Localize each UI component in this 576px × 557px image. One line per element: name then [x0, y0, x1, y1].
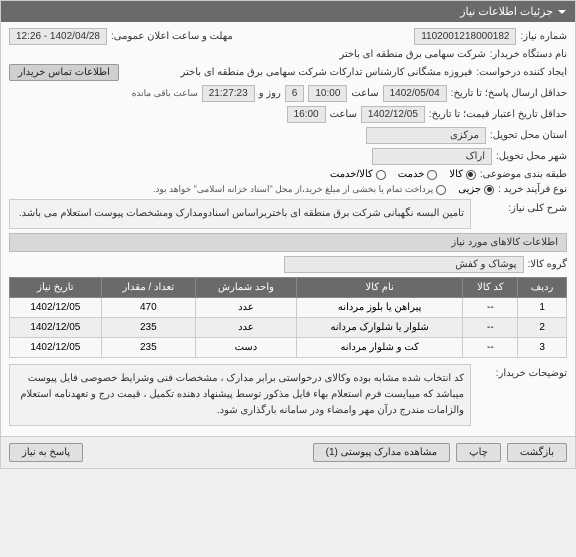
table-body: 1 -- پیراهن یا بلوز مردانه عدد 470 1402/… [10, 298, 567, 358]
panel-header: جزئیات اطلاعات نیاز [1, 1, 575, 22]
need-details-panel: جزئیات اطلاعات نیاز شماره نیاز: 11020012… [0, 0, 576, 469]
radio-dot-icon [427, 170, 437, 180]
creator-label: ایجاد کننده درخواست: [476, 67, 567, 78]
creator-value: فیروزه مشگانی کارشناس تدارکات شرکت سهامی… [181, 67, 473, 78]
th-name: نام کالا [296, 278, 463, 298]
radio-service-label: خدمت [398, 169, 425, 180]
validity-date: 1402/12/05 [361, 106, 425, 123]
cell: 2 [518, 318, 567, 338]
radio-goods-service[interactable]: کالا/خدمت [330, 169, 386, 180]
validity-hour: 16:00 [287, 106, 326, 123]
need-no-value: 1102001218000182 [414, 28, 516, 45]
attachments-button[interactable]: مشاهده مدارک پیوستی (1) [313, 443, 451, 462]
table-header-row: ردیف کد کالا نام کالا واحد شمارش تعداد /… [10, 278, 567, 298]
public-time-value: 1402/04/28 - 12:26 [9, 28, 107, 45]
goods-group-label: گروه کالا: [528, 259, 567, 270]
city-label: شهر محل تحویل: [496, 151, 567, 162]
table-row: 3 -- کت و شلوار مردانه دست 235 1402/12/0… [10, 338, 567, 358]
deadline-hour: 10:00 [308, 85, 347, 102]
cell: عدد [195, 298, 296, 318]
radio-dot-filled-icon [484, 185, 494, 195]
radio-goods-label: کالا [449, 169, 463, 180]
cell: عدد [195, 318, 296, 338]
day-label: روز و [259, 88, 281, 99]
cell: شلوار یا شلوارک مردانه [296, 318, 463, 338]
radio-dot-icon [376, 170, 386, 180]
hour-label-2: ساعت [330, 109, 357, 120]
panel-title: جزئیات اطلاعات نیاز [460, 5, 553, 18]
validity-label: حداقل تاریخ اعتبار قیمت؛ تا تاریخ: [429, 109, 567, 120]
radio-service[interactable]: خدمت [398, 169, 438, 180]
deadline-label: حداقل ارسال پاسخ؛ تا تاریخ: [451, 88, 567, 99]
back-button[interactable]: بازگشت [507, 443, 567, 462]
collapse-icon[interactable] [557, 7, 567, 17]
radio-dot-icon [436, 185, 446, 195]
radio-dot-filled-icon [466, 170, 476, 180]
th-date: تاریخ نیاز [10, 278, 102, 298]
radio-goods-service-label: کالا/خدمت [330, 169, 373, 180]
th-unit: واحد شمارش [195, 278, 296, 298]
cell: -- [463, 298, 518, 318]
need-no-label: شماره نیاز: [520, 31, 567, 42]
th-code: کد کالا [463, 278, 518, 298]
buyer-notes-label: توضیحات خریدار: [477, 364, 567, 379]
days-remain: 6 [285, 85, 305, 102]
radio-partial[interactable]: جزیی [458, 184, 494, 195]
cell: دست [195, 338, 296, 358]
radio-goods[interactable]: کالا [449, 169, 476, 180]
deadline-date: 1402/05/04 [383, 85, 447, 102]
public-time-label: مهلت و ساعت اعلان عمومی: [111, 31, 233, 42]
cell: -- [463, 338, 518, 358]
province-value: مرکزی [366, 127, 486, 144]
city-value: اراک [372, 148, 492, 165]
need-title-label: شرح کلی نیاز: [477, 199, 567, 214]
cell: 235 [101, 338, 195, 358]
table-row: 1 -- پیراهن یا بلوز مردانه عدد 470 1402/… [10, 298, 567, 318]
table-row: 2 -- شلوار یا شلوارک مردانه عدد 235 1402… [10, 318, 567, 338]
radio-partial-label: جزیی [458, 184, 481, 195]
cell: 3 [518, 338, 567, 358]
need-title-text: تامین البسه نگهبانی شرکت برق منطقه ای با… [9, 199, 471, 229]
cell: -- [463, 318, 518, 338]
footer-buttons: بازگشت چاپ مشاهده مدارک پیوستی (1) پاسخ … [1, 436, 575, 468]
province-label: استان محل تحویل: [490, 130, 567, 141]
remain-time: 21:27:23 [202, 85, 255, 102]
cell: کت و شلوار مردانه [296, 338, 463, 358]
buy-type-label: نوع فرآیند خرید : [498, 184, 567, 195]
cell: 1 [518, 298, 567, 318]
remain-note: ساعت باقی مانده [132, 88, 198, 99]
buyer-value: شرکت سهامی برق منطقه ای باختر [339, 49, 485, 60]
cell: 470 [101, 298, 195, 318]
cell: 1402/12/05 [10, 298, 102, 318]
goods-group-value: پوشاک و کفش [284, 256, 524, 273]
cell: 1402/12/05 [10, 338, 102, 358]
cell: 235 [101, 318, 195, 338]
print-button[interactable]: چاپ [456, 443, 501, 462]
items-table: ردیف کد کالا نام کالا واحد شمارش تعداد /… [9, 277, 567, 358]
buyer-notes-text: کد انتخاب شده مشابه بوده وکالای درخواستی… [9, 364, 471, 426]
cell: پیراهن یا بلوز مردانه [296, 298, 463, 318]
respond-button[interactable]: پاسخ به نیاز [9, 443, 83, 462]
panel-body: شماره نیاز: 1102001218000182 مهلت و ساعت… [1, 22, 575, 436]
category-label: طبقه بندی موضوعی: [480, 169, 567, 180]
contact-buyer-button[interactable]: اطلاعات تماس خریدار [9, 64, 119, 81]
category-radio-group: کالا خدمت کالا/خدمت [330, 169, 476, 180]
th-row: ردیف [518, 278, 567, 298]
th-qty: تعداد / مقدار [101, 278, 195, 298]
radio-treasury-note: پرداخت تمام یا بخشی از مبلغ خرید،از محل … [153, 184, 446, 195]
buy-type-radio-group: جزیی پرداخت تمام یا بخشی از مبلغ خرید،از… [153, 184, 494, 195]
buyer-label: نام دستگاه خریدار: [490, 49, 567, 60]
items-section-title: اطلاعات کالاهای مورد نیاز [9, 233, 567, 252]
cell: 1402/12/05 [10, 318, 102, 338]
buy-type-note: پرداخت تمام یا بخشی از مبلغ خرید،از محل … [153, 184, 433, 195]
hour-label-1: ساعت [351, 88, 378, 99]
